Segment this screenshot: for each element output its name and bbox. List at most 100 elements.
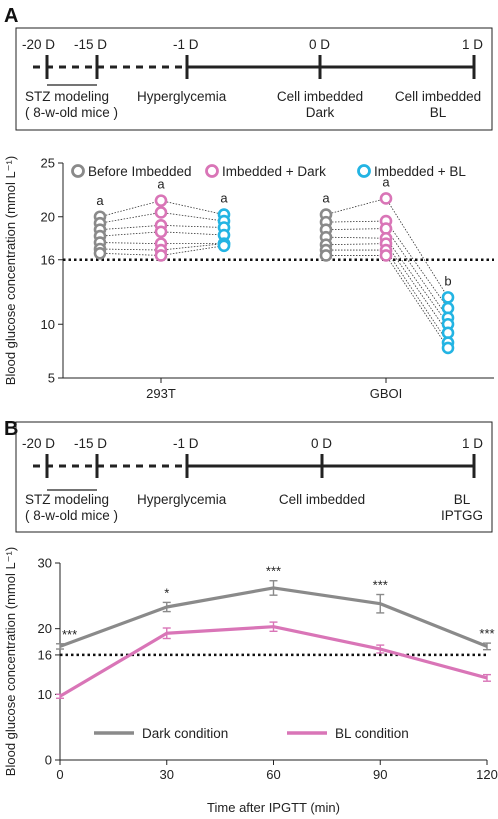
chart-a-connector (385, 255, 449, 349)
chart-a-connector (99, 242, 162, 245)
chart-a-connector (99, 224, 162, 231)
chart-a-connector (160, 231, 225, 236)
chart-a-connector (325, 228, 387, 231)
timeline-b-mice-label: ( 8-w-old mice ) (25, 508, 118, 523)
chart-a-point (441, 341, 455, 355)
chart-a-y-tick-label: 16 (41, 252, 55, 267)
chart-a-x-tick-label: GBOI (370, 386, 403, 401)
timeline-b-stz-label: STZ modeling (25, 492, 109, 507)
chart-a-point (154, 206, 168, 219)
timeline-a-tick-label-1: -20 D (22, 37, 55, 52)
chart-a-point (441, 291, 455, 304)
chart-b-x-tick-label: 30 (160, 767, 174, 782)
chart-a-significance-label: a (382, 174, 390, 189)
chart-a-connector (160, 245, 225, 256)
chart-a-legend-marker (205, 164, 219, 178)
chart-a-significance-label: a (220, 191, 228, 206)
chart-a-connector (99, 200, 162, 218)
chart-a-significance-label: a (322, 191, 330, 206)
timeline-b-tick-label-4: 0 D (311, 436, 332, 451)
timeline-b-hyper-label: Hyperglycemia (137, 492, 227, 507)
chart-a-connector (99, 231, 162, 237)
chart-a-point (217, 239, 231, 253)
chart-b-series-line (59, 625, 488, 698)
chart-b-y-tick-label: 30 (38, 556, 52, 571)
chart-a-y-axis-label: Blood glucose concentration (mmol L⁻¹) (3, 156, 18, 385)
chart-a-y-tick-label: 20 (41, 209, 55, 224)
timeline-b-tick-label-1: -20 D (22, 436, 55, 451)
chart-a-connector (385, 220, 449, 309)
chart-b-y-tick-label: 16 (38, 647, 52, 662)
timeline-a-tick-label-4: 0 D (309, 37, 330, 52)
chart-b-legend-label: Dark condition (142, 726, 228, 741)
chart-a-significance-label: a (96, 193, 104, 208)
timeline-b: -20 D -15 D -1 D 0 D 1 D STZ modeling ( … (15, 421, 493, 533)
timeline-b-event2-line2: IPTGG (441, 508, 483, 523)
chart-a-significance-label: a (157, 177, 165, 192)
chart-a-connector (99, 248, 162, 251)
chart-a-legend-marker (71, 164, 85, 178)
chart-a: 5 10 16 20 25 Blood glucose concentration (mm… (3, 156, 494, 401)
chart-b-y-tick-label: 20 (38, 621, 52, 636)
chart-a-legend-label: Imbedded + Dark (222, 164, 326, 179)
chart-a-point (154, 249, 168, 262)
chart-b-significance-label: *** (479, 626, 494, 641)
chart-b-x-tick-label: 60 (266, 767, 280, 782)
timeline-a-stz-label: STZ modeling (25, 89, 109, 104)
chart-a-point (154, 225, 168, 239)
timeline-b-tick-label-3: -1 D (173, 436, 199, 451)
chart-b-y-tick-label: 0 (45, 753, 52, 768)
timeline-b-frame (15, 421, 493, 533)
chart-a-connector (99, 252, 162, 256)
chart-b-x-axis-label: Time after IPGTT (min) (207, 800, 340, 815)
chart-a-point (379, 249, 393, 262)
panel-b-letter: B (4, 418, 18, 440)
timeline-a-event1-line1: Cell imbedded (277, 89, 363, 104)
chart-b: 0 10 16 20 30 0 30 60 90 120 Time after IPGTT (min… (3, 547, 498, 815)
chart-a-connector (385, 243, 449, 334)
chart-b-x-tick-label: 120 (476, 767, 498, 782)
chart-a-legend-label: Imbedded + BL (374, 164, 466, 179)
timeline-b-tick-label-2: -15 D (74, 436, 107, 451)
chart-a-connector (325, 243, 387, 246)
chart-a-connector (325, 198, 387, 215)
timeline-a-tick-label-2: -15 D (74, 37, 107, 52)
chart-a-legend-marker (357, 164, 371, 178)
timeline-a-mice-label: ( 8-w-old mice ) (25, 105, 118, 120)
chart-b-x-tick-label: 0 (56, 767, 63, 782)
chart-a-connector (160, 200, 225, 215)
chart-a-point (319, 249, 333, 262)
chart-a-connector (99, 212, 162, 224)
timeline-a-event2-line2: BL (430, 105, 447, 120)
timeline-a-event2-line1: Cell imbedded (395, 89, 481, 104)
timeline-b-event1-line1: Cell imbedded (279, 492, 365, 507)
chart-b-x-tick-label: 90 (373, 767, 387, 782)
chart-a-y-tick-label: 10 (41, 317, 55, 332)
chart-a-point (379, 192, 393, 205)
chart-a-connector (325, 236, 387, 239)
chart-a-connector (385, 238, 449, 325)
timeline-a-hyper-label: Hyperglycemia (137, 89, 227, 104)
chart-b-significance-label: *** (373, 578, 388, 593)
timeline-b-tick-label-5: 1 D (462, 436, 483, 451)
chart-a-connector (385, 228, 449, 319)
timeline-b-event2-line1: BL (454, 492, 471, 507)
timeline-a-tick-label-3: -1 D (173, 37, 199, 52)
chart-a-significance-label: b (444, 273, 451, 288)
timeline-a-tick-label-5: 1 D (462, 37, 483, 52)
chart-a-y-tick-label: 5 (48, 371, 55, 386)
chart-b-significance-label: * (164, 585, 169, 600)
panel-a-letter: A (4, 5, 18, 27)
chart-a-connector (325, 220, 387, 223)
chart-a-y-tick-label: 25 (41, 156, 55, 171)
chart-b-y-axis-label: Blood glucose concentration (mmol L⁻¹) (3, 547, 18, 776)
chart-b-significance-label: *** (62, 627, 77, 642)
chart-a-x-tick-label: 293T (146, 386, 176, 401)
timeline-a-event1-line2: Dark (306, 105, 335, 120)
chart-a-connector (385, 198, 449, 298)
timeline-a-frame (15, 27, 493, 131)
chart-a-point (93, 247, 107, 260)
chart-a-connector (385, 249, 449, 343)
chart-a-legend-label: Before Imbedded (88, 164, 192, 179)
